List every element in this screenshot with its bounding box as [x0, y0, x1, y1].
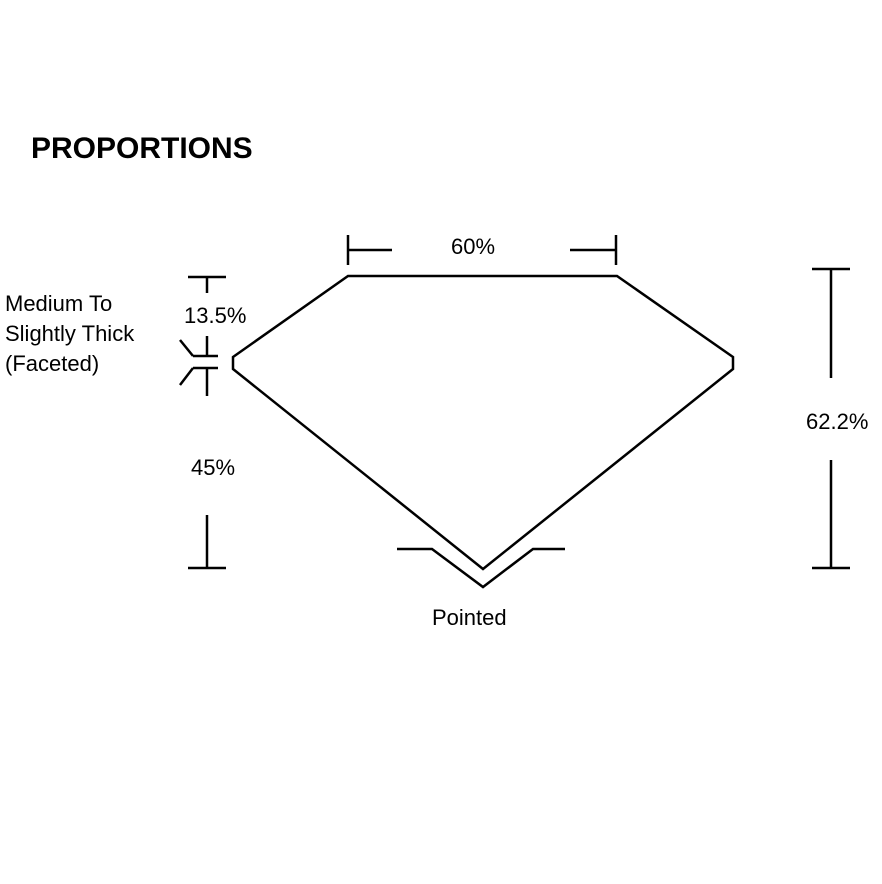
- crown-dimension: [179, 275, 226, 358]
- crown-label: 13.5%: [184, 303, 247, 328]
- depth-label: 62.2%: [806, 409, 869, 434]
- pavilion-label: 45%: [191, 455, 236, 480]
- diamond-outline: [231, 274, 735, 571]
- table-label: 60%: [451, 234, 496, 259]
- girdle-label-line3: (Faceted): [5, 351, 100, 376]
- culet-indicator: [397, 547, 565, 589]
- culet-label: Pointed: [432, 605, 507, 630]
- girdle-label-line1: Medium To: [5, 291, 113, 316]
- depth-dimension: [812, 267, 850, 570]
- table-dimension: [346, 235, 618, 265]
- pavilion-dimension: [179, 366, 226, 570]
- page-title: PROPORTIONS: [31, 132, 253, 165]
- girdle-label-line2: Slightly Thick: [5, 321, 135, 346]
